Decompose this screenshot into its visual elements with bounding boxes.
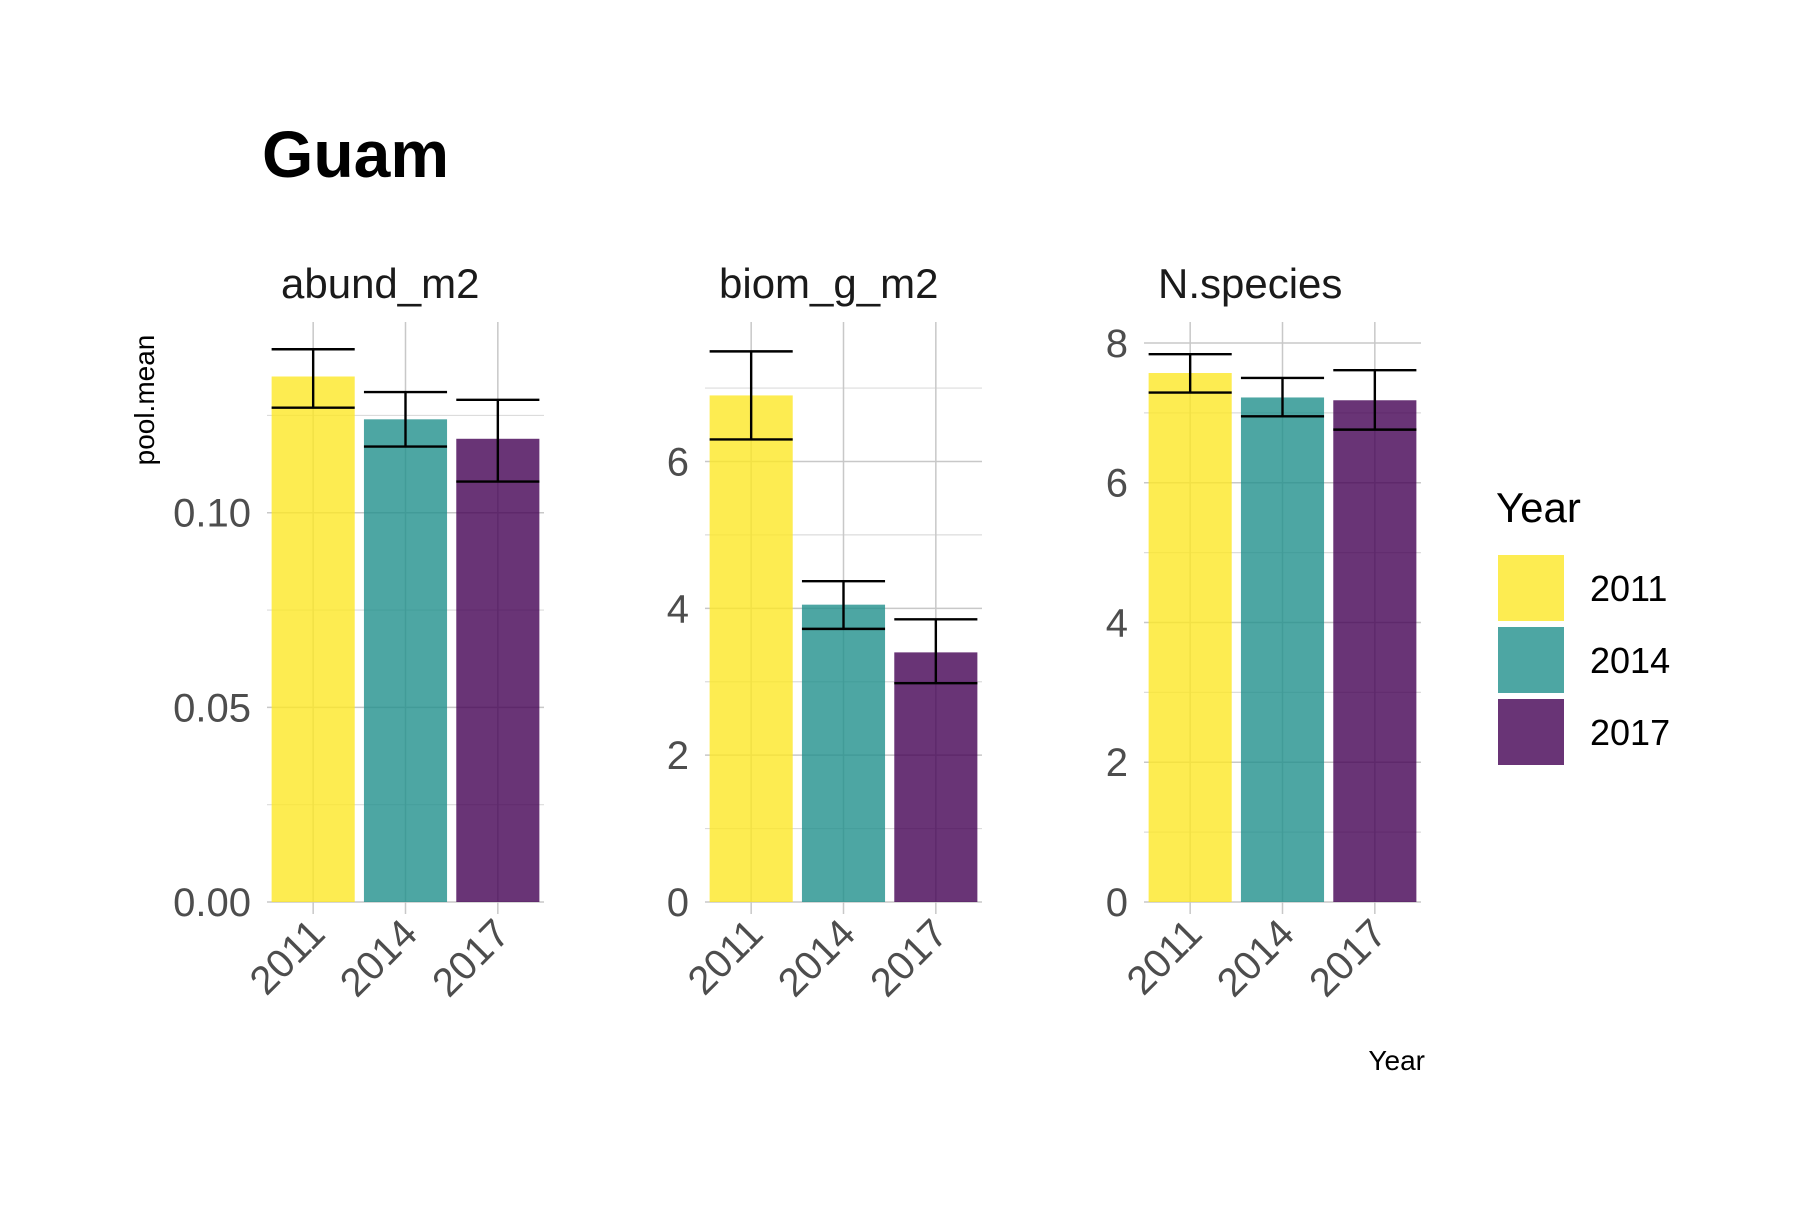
y-tick-label: 0	[1106, 881, 1128, 925]
legend-key	[1498, 627, 1564, 693]
y-tick-label: 6	[1106, 462, 1128, 506]
legend-key	[1498, 555, 1564, 621]
x-tick-label: 2014	[770, 911, 864, 1005]
y-tick-label: 4	[667, 587, 689, 631]
y-axis-label: pool.mean	[129, 335, 160, 466]
x-tick-label: 2017	[1301, 911, 1395, 1005]
legend-label: 2011	[1590, 568, 1667, 609]
y-tick-label: 4	[1106, 601, 1128, 645]
y-tick-label: 0.00	[173, 881, 251, 925]
bar	[801, 604, 886, 902]
facet-label: N.species	[1158, 260, 1342, 307]
x-tick-label: 2017	[862, 911, 956, 1005]
legend-label: 2017	[1590, 712, 1670, 753]
y-tick-label: 6	[667, 440, 689, 484]
x-tick-label: 2017	[424, 911, 518, 1005]
legend-key	[1498, 699, 1564, 765]
bar	[456, 438, 540, 902]
legend: Year 2011 2014 2017	[1496, 484, 1670, 765]
chart-title: Guam	[262, 117, 449, 191]
x-tick-label: 2011	[1119, 911, 1211, 1003]
bar	[1240, 397, 1325, 902]
facet-panels: abund_m20.000.050.10201120142017biom_g_m…	[173, 260, 1421, 1005]
legend-title: Year	[1496, 484, 1581, 531]
bar	[271, 376, 355, 902]
x-axis-label: Year	[1368, 1045, 1425, 1076]
y-tick-label: 2	[1106, 741, 1128, 785]
y-tick-label: 2	[667, 734, 689, 778]
bar	[894, 652, 978, 902]
bar	[709, 395, 793, 902]
bar	[1333, 400, 1417, 902]
facet-label: abund_m2	[281, 260, 480, 307]
x-tick-label: 2014	[332, 911, 426, 1005]
y-tick-label: 0	[667, 881, 689, 925]
facet-label: biom_g_m2	[719, 260, 938, 307]
x-tick-label: 2011	[242, 911, 334, 1003]
bar	[1148, 373, 1232, 902]
y-tick-label: 0.05	[173, 686, 251, 730]
x-tick-label: 2014	[1209, 911, 1303, 1005]
legend-label: 2014	[1590, 640, 1670, 681]
bar	[363, 419, 448, 902]
y-tick-label: 0.10	[173, 492, 251, 536]
x-tick-label: 2011	[680, 911, 772, 1003]
y-tick-label: 8	[1106, 322, 1128, 366]
